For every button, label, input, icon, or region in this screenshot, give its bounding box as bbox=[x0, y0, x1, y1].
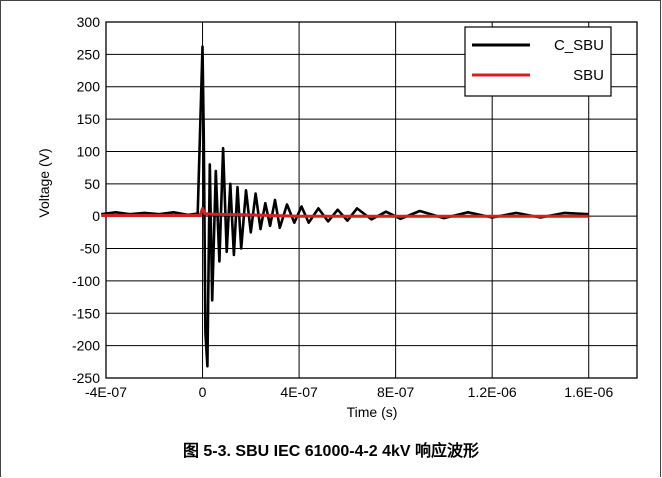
y-tick-label: 200 bbox=[77, 79, 101, 95]
y-tick-label: 250 bbox=[77, 46, 101, 62]
y-tick-label: -150 bbox=[72, 305, 100, 321]
legend: C_SBU SBU bbox=[464, 26, 612, 97]
x-tick-labels: -4E-07 0 4E-07 8E-07 1.2E-06 1.6E-06 bbox=[85, 384, 613, 400]
y-tick-label: 50 bbox=[84, 176, 100, 192]
x-tick-label: 4E-07 bbox=[280, 384, 318, 400]
y-tick-label: 100 bbox=[77, 143, 101, 159]
y-tick-label: -100 bbox=[72, 273, 100, 289]
legend-label-c-sbu: C_SBU bbox=[554, 37, 604, 54]
x-tick-label: 8E-07 bbox=[377, 384, 415, 400]
y-tick-label: -200 bbox=[72, 338, 100, 354]
legend-box bbox=[464, 26, 612, 97]
y-tick-label: 300 bbox=[77, 14, 101, 30]
y-tick-labels: -250 -200 -150 -100 -50 0 50 100 150 200 250 300 bbox=[72, 14, 100, 386]
x-tick-label: -4E-07 bbox=[85, 384, 127, 400]
y-tick-label: 0 bbox=[92, 208, 100, 224]
legend-label-sbu: SBU bbox=[573, 67, 604, 84]
x-tick-label: 1.6E-06 bbox=[564, 384, 613, 400]
plot-area bbox=[105, 21, 638, 379]
y-tick-label: -50 bbox=[80, 241, 100, 257]
y-tick-label: 150 bbox=[77, 111, 101, 127]
x-axis-label: Time (s) bbox=[347, 404, 398, 420]
series-line-sbu bbox=[101, 206, 589, 218]
figure-caption: 图 5-3. SBU IEC 61000-4-2 4kV 响应波形 bbox=[182, 443, 480, 460]
y-axis-label: Voltage (V) bbox=[36, 148, 52, 217]
series-lines bbox=[101, 45, 589, 368]
voltage-time-chart: -4E-07 0 4E-07 8E-07 1.2E-06 1.6E-06 -250 -200… bbox=[36, 14, 638, 420]
axes bbox=[105, 21, 638, 379]
y-tick-label: -250 bbox=[72, 370, 100, 386]
x-tick-label: 0 bbox=[199, 384, 207, 400]
x-tick-label: 1.2E-06 bbox=[468, 384, 517, 400]
